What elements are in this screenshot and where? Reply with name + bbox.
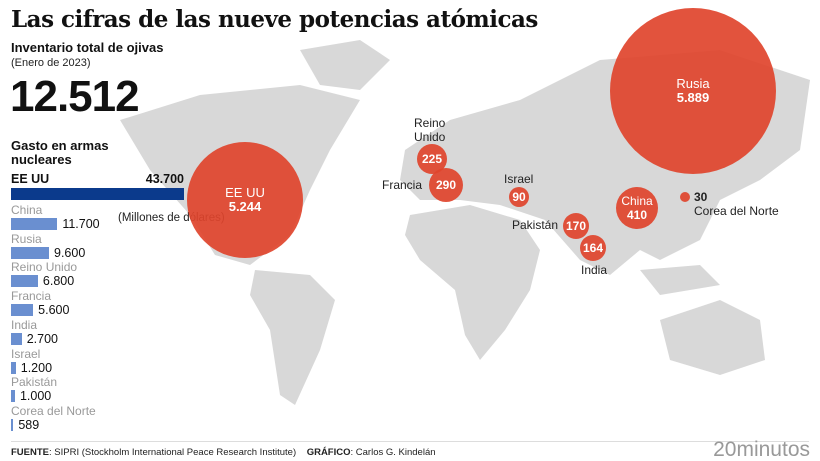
brand-logo: 20minutos bbox=[713, 438, 810, 461]
spending-title: Gasto en armas nucleares bbox=[11, 138, 109, 167]
circle-label: EE UU 5.244 bbox=[205, 186, 285, 214]
warhead-count: 164 bbox=[582, 241, 604, 255]
bar-value: 1.000 bbox=[19, 389, 52, 404]
bar-value: 6.800 bbox=[42, 274, 75, 289]
warhead-circle bbox=[563, 213, 589, 239]
warhead-circle bbox=[187, 142, 303, 258]
bar-value: 1.200 bbox=[20, 360, 53, 375]
warhead-count: 410 bbox=[626, 208, 648, 222]
bar-value: 589 bbox=[18, 417, 40, 432]
warhead-count: 5.889 bbox=[676, 90, 710, 105]
warhead-count: 5.244 bbox=[228, 199, 262, 214]
bar-label: Corea del Norte bbox=[11, 403, 96, 418]
source: : SIPRI (Stockholm International Peace R… bbox=[49, 447, 297, 458]
credit: : Carlos G. Kindelán bbox=[350, 447, 436, 458]
country-name: Rusia bbox=[676, 76, 710, 91]
bar bbox=[11, 418, 14, 431]
bar-label: Reino Unido bbox=[11, 260, 78, 275]
bar-label: Francia bbox=[11, 289, 52, 304]
bar-label: Israel bbox=[11, 346, 41, 361]
bar bbox=[11, 246, 49, 259]
warhead-circle bbox=[429, 168, 463, 202]
country-name: Francia bbox=[382, 178, 423, 192]
country-name: Reino Unido bbox=[414, 116, 446, 144]
circle-label: Rusia 5.889 bbox=[653, 77, 733, 105]
country-name: India bbox=[581, 263, 608, 277]
warhead-circle bbox=[616, 187, 658, 229]
page-title: Las cifras de las nueve potencias atómic… bbox=[11, 6, 538, 33]
bar bbox=[11, 275, 38, 288]
country-name: Israel bbox=[504, 172, 534, 186]
bar-value: 11.700 bbox=[62, 217, 100, 231]
warhead-circle bbox=[610, 8, 776, 174]
warhead-count: 30 bbox=[694, 190, 708, 204]
bar-label: Pakistán bbox=[11, 375, 58, 390]
bar bbox=[11, 390, 15, 403]
warhead-count: 90 bbox=[512, 190, 526, 204]
country-name: Corea del Norte bbox=[694, 204, 779, 218]
bar bbox=[11, 218, 58, 230]
subtitle: Inventario total de ojivas bbox=[11, 40, 164, 55]
country-name: China bbox=[621, 194, 653, 208]
country-name: Pakistán bbox=[512, 218, 559, 232]
bar-label: India bbox=[11, 317, 38, 332]
bar bbox=[11, 332, 22, 345]
warhead-circle bbox=[580, 235, 606, 261]
warhead-circle bbox=[509, 187, 529, 207]
bar-value: 5.600 bbox=[38, 303, 70, 318]
bar-label: China bbox=[11, 203, 43, 217]
warhead-count: 290 bbox=[435, 178, 457, 192]
bar-label: Rusia bbox=[11, 231, 42, 246]
circle-label: China 410 bbox=[597, 194, 677, 222]
footer: FUENTE: SIPRI (Stockholm International P… bbox=[11, 447, 436, 458]
bar-value: 43.700 bbox=[145, 172, 184, 186]
bar bbox=[11, 304, 34, 317]
warhead-circle bbox=[680, 192, 690, 202]
country-name: EE UU bbox=[225, 185, 265, 200]
bar bbox=[11, 188, 184, 200]
warhead-count: 225 bbox=[421, 152, 443, 166]
footer-divider bbox=[11, 441, 809, 442]
bar-value: 2.700 bbox=[26, 331, 58, 346]
warhead-count: 170 bbox=[565, 219, 587, 233]
date-note: (Enero de 2023) bbox=[11, 57, 91, 69]
bar bbox=[11, 361, 16, 374]
bar-label: EE UU bbox=[11, 172, 50, 186]
source-label: FUENTE bbox=[11, 447, 49, 458]
bar-value: 9.600 bbox=[54, 245, 86, 260]
credit-label: GRÁFICO bbox=[306, 447, 351, 458]
total-warheads: 12.512 bbox=[10, 72, 140, 121]
